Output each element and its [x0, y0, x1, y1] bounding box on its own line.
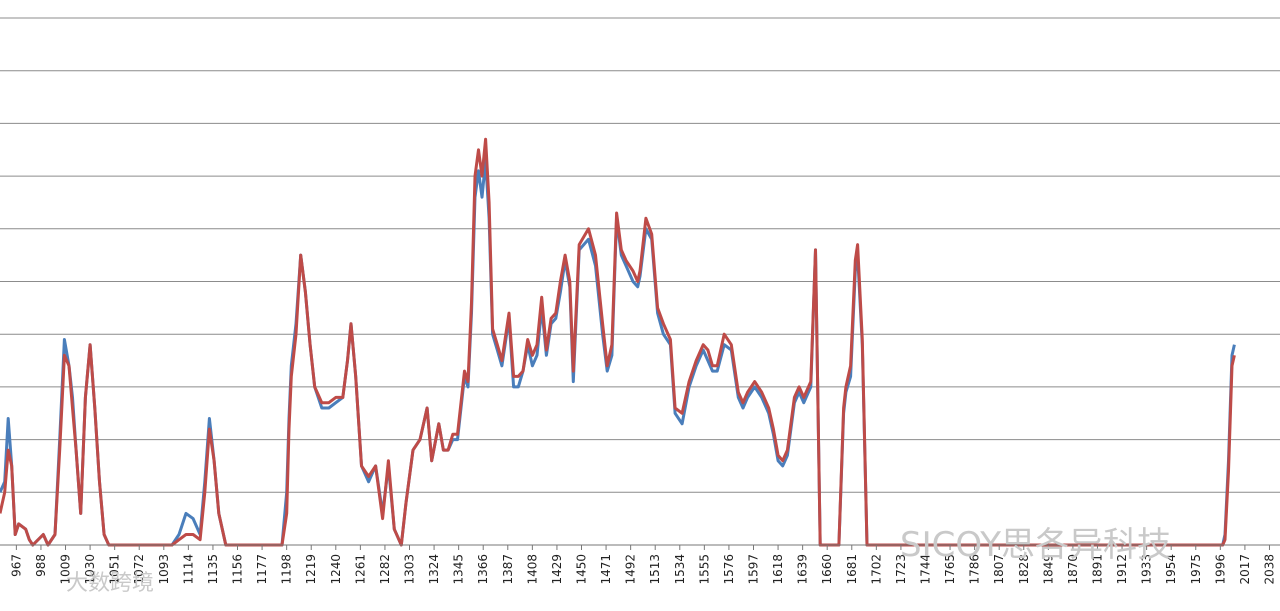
watermark: 大数跨境 SICOY思各异科技 — [66, 525, 1171, 596]
series-line-2 — [0, 137, 1236, 547]
x-tick-label: 1135 — [206, 554, 220, 585]
x-tick-label: 1471 — [599, 554, 613, 585]
x-tick-label: 1744 — [918, 554, 932, 585]
x-tick-label: 1177 — [255, 554, 269, 585]
x-tick-label: 1597 — [746, 554, 760, 585]
x-tick-label: 1324 — [427, 554, 441, 585]
x-tick-label: 2038 — [1262, 554, 1276, 585]
x-tick-label: 1450 — [574, 554, 588, 585]
x-tick-labels: 967 988 1009 1030 1051 1072 1093 1114 1135 1156 11… — [9, 554, 1276, 585]
x-tick-label: 1660 — [820, 554, 834, 585]
x-tick-label: 1198 — [280, 554, 294, 585]
x-tick-label: 1870 — [1066, 554, 1080, 585]
x-tick-label: 1555 — [697, 554, 711, 585]
watermark-corner: 大数跨境 — [66, 571, 154, 596]
x-tick-label: 1072 — [132, 554, 146, 585]
x-tick-label: 1408 — [525, 554, 539, 585]
x-tick-label: 1996 — [1213, 554, 1227, 585]
x-tick-label: 1954 — [1164, 554, 1178, 585]
x-tick-label: 1765 — [943, 554, 957, 585]
x-tick-label: 1933 — [1140, 554, 1154, 585]
x-tick-label: 1975 — [1189, 554, 1203, 585]
x-tick-label: 1429 — [550, 554, 564, 585]
x-tick-label: 1156 — [231, 554, 245, 585]
x-tick-label: 1534 — [673, 554, 687, 585]
x-tick-label: 1345 — [452, 554, 466, 585]
x-tick-label: 1051 — [108, 554, 122, 585]
x-tick-label: 1009 — [59, 554, 73, 585]
gridlines — [0, 17, 1280, 493]
x-tick-label: 1030 — [83, 554, 97, 585]
x-tick-label: 1093 — [157, 554, 171, 585]
x-tick-label: 1681 — [845, 554, 859, 585]
x-tick-label: 1387 — [501, 554, 515, 585]
x-tick-label: 1912 — [1115, 554, 1129, 585]
x-tick-label: 1492 — [624, 554, 638, 585]
x-tick-label: 967 — [9, 554, 23, 577]
x-tick-label: 1723 — [894, 554, 908, 585]
series-layer — [0, 137, 1236, 547]
x-tick-label: 1828 — [1017, 554, 1031, 585]
x-tick-label: 1891 — [1090, 554, 1104, 585]
x-tick-label: 1807 — [992, 554, 1006, 585]
x-tick-label: 1618 — [771, 554, 785, 585]
x-tick-label: 1303 — [403, 554, 417, 585]
x-tick-label: 1576 — [722, 554, 736, 585]
x-tick-label: 1282 — [378, 554, 392, 585]
x-tick-label: 2017 — [1238, 554, 1252, 585]
x-tick-label: 1702 — [869, 554, 883, 585]
x-tick-label: 988 — [34, 554, 48, 577]
x-tick-label: 1513 — [648, 554, 662, 585]
x-tick-label: 1639 — [796, 554, 810, 585]
x-tick-label: 1366 — [476, 554, 490, 585]
x-tick-label: 1114 — [181, 554, 195, 585]
x-tick-label: 1849 — [1041, 554, 1055, 585]
x-tick-label: 1219 — [304, 554, 318, 585]
watermark-brand: SICOY思各异科技 — [900, 525, 1171, 565]
x-tick-label: 1240 — [329, 554, 343, 585]
x-tick-label: 1786 — [968, 554, 982, 585]
x-tick-label: 1261 — [353, 554, 367, 585]
x-axis — [0, 544, 1280, 550]
